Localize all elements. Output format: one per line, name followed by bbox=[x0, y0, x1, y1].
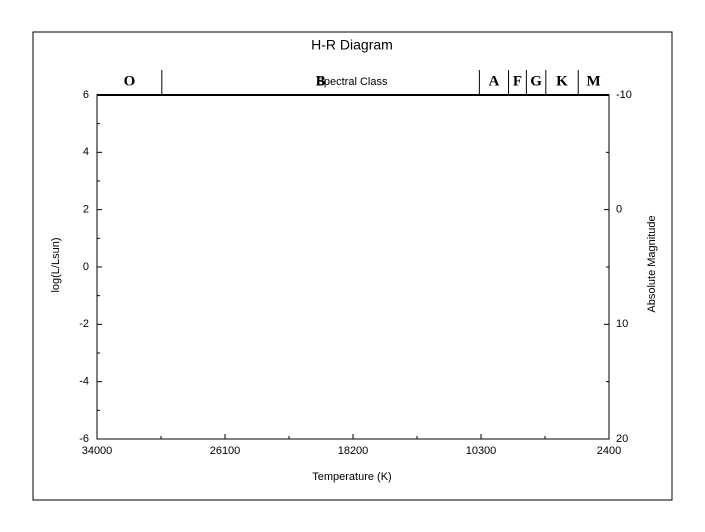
x-tick-label: 34000 bbox=[82, 445, 113, 457]
chart-frame bbox=[32, 31, 673, 501]
x-tick-label: 18200 bbox=[338, 445, 369, 457]
x-tick-label: 10300 bbox=[466, 445, 497, 457]
y2-axis-label: Absolute Magnitude bbox=[646, 215, 658, 312]
plot-frame bbox=[96, 94, 610, 440]
y-axis-label: log(L/Lsun) bbox=[50, 237, 62, 292]
y-tick-label: -4 bbox=[79, 376, 89, 388]
y-tick-label: 4 bbox=[83, 146, 89, 158]
spectral-class: K bbox=[556, 73, 568, 89]
spectral-class: G bbox=[530, 73, 542, 89]
y-tick-label: 0 bbox=[83, 261, 89, 273]
spectral-class: B bbox=[316, 73, 326, 89]
chart-title: H-R Diagram bbox=[311, 37, 393, 53]
x-axis-label: Temperature (K) bbox=[312, 471, 391, 483]
y-tick-label: 2 bbox=[83, 204, 89, 216]
y-tick-label: -6 bbox=[79, 433, 89, 445]
y2-tick-label: 10 bbox=[616, 318, 628, 330]
y2-tick-label: 0 bbox=[616, 204, 622, 216]
y-tick-label: -2 bbox=[79, 318, 89, 330]
y2-tick-label: -10 bbox=[616, 89, 632, 101]
spectral-class: M bbox=[587, 73, 601, 89]
spectral-class: A bbox=[489, 73, 500, 89]
x-tick-label: 26100 bbox=[210, 445, 241, 457]
x-tick-label: 2400 bbox=[597, 445, 621, 457]
spectral-class: O bbox=[124, 73, 136, 89]
spectral-label: Spectral Class bbox=[317, 76, 388, 88]
spectral-class: F bbox=[513, 73, 522, 89]
y-tick-label: 6 bbox=[83, 89, 89, 101]
y2-tick-label: 20 bbox=[616, 433, 628, 445]
